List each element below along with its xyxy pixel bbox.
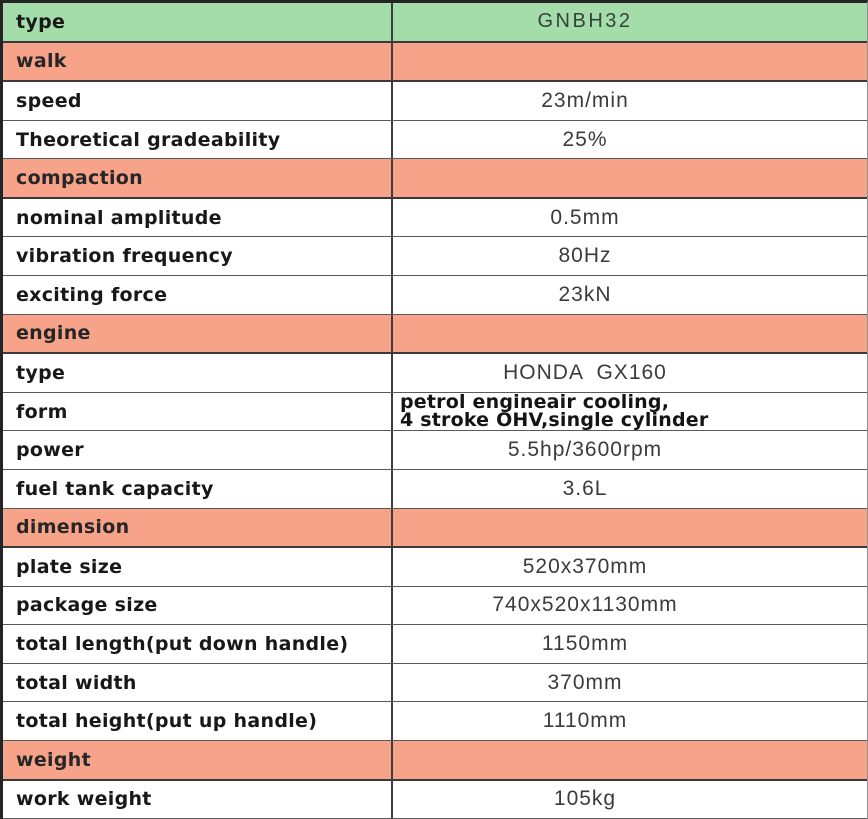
section-value-spacer <box>393 315 867 353</box>
row-label: package size <box>3 586 393 625</box>
table-row: Theoretical gradeability 25% <box>3 120 867 160</box>
table-row: nominal amplitude 0.5mm <box>3 198 867 238</box>
row-label: power <box>3 431 393 469</box>
row-value: petrol engineair cooling, 4 stroke OHV,si… <box>393 393 867 431</box>
row-value-line: petrol engineair cooling, <box>400 391 670 414</box>
row-value: HONDA GX160 <box>503 360 667 384</box>
table-row: speed 23m/min <box>3 82 867 121</box>
table-row: total length(put down handle) 1150mm <box>3 625 867 664</box>
section-title: compaction <box>3 159 393 197</box>
table-row: fuel tank capacity 3.6L <box>3 469 867 509</box>
row-value: 80Hz <box>558 244 612 268</box>
section-value-spacer <box>393 159 867 197</box>
row-label: type <box>3 354 393 392</box>
row-label: work weight <box>3 780 393 819</box>
header-value: GNBH32 <box>537 10 633 33</box>
row-value: 23m/min <box>541 88 629 112</box>
section-title: engine <box>3 314 393 353</box>
table-row: package size 740x520x1130mm <box>3 586 867 626</box>
table-row: total width 370mm <box>3 663 867 703</box>
section-value-spacer <box>393 509 867 547</box>
row-value: 370mm <box>547 670 623 694</box>
table-row: vibration frequency 80Hz <box>3 237 867 277</box>
row-label: exciting force <box>3 276 393 314</box>
row-value: 3.6L <box>562 476 608 500</box>
row-value: 0.5mm <box>550 205 620 229</box>
table-row: power 5.5hp/3600rpm <box>3 431 867 470</box>
table-row: type HONDA GX160 <box>3 354 867 393</box>
table-row: work weight 105kg <box>3 780 867 819</box>
row-value: 23kN <box>558 282 612 306</box>
table-row: form petrol engineair cooling, 4 stroke OH… <box>3 392 867 432</box>
row-value: 5.5hp/3600rpm <box>507 438 663 462</box>
section-value-spacer <box>393 43 867 81</box>
row-value: 25% <box>562 127 608 151</box>
row-label: Theoretical gradeability <box>3 120 393 159</box>
table-row: exciting force 23kN <box>3 276 867 315</box>
row-label: fuel tank capacity <box>3 469 393 508</box>
section-title: dimension <box>3 508 393 547</box>
table-header-row: type GNBH32 <box>3 3 867 43</box>
row-value: 740x520x1130mm <box>492 593 678 617</box>
row-label: vibration frequency <box>3 237 393 276</box>
table-row: plate size 520x370mm <box>3 548 867 587</box>
row-label: total width <box>3 663 393 702</box>
row-value-line: 4 stroke OHV,single cylinder <box>400 408 709 431</box>
section-value-spacer <box>393 741 867 779</box>
section-header-row: weight <box>3 740 867 781</box>
row-label: total length(put down handle) <box>3 625 393 663</box>
table-row: total height(put up handle) 1110mm <box>3 702 867 741</box>
row-label: nominal amplitude <box>3 198 393 237</box>
row-label: total height(put up handle) <box>3 702 393 740</box>
row-label: form <box>3 392 393 431</box>
header-label: type <box>3 3 393 41</box>
section-header-row: compaction <box>3 159 867 199</box>
section-header-row: dimension <box>3 508 867 549</box>
row-label: speed <box>3 82 393 120</box>
section-title: walk <box>3 42 393 81</box>
row-value: 1110mm <box>542 709 628 733</box>
row-label: plate size <box>3 548 393 586</box>
section-header-row: engine <box>3 314 867 355</box>
section-title: weight <box>3 740 393 779</box>
row-value: 520x370mm <box>522 554 648 578</box>
section-header-row: walk <box>3 42 867 83</box>
row-value: 105kg <box>553 787 617 811</box>
row-value: 1150mm <box>541 632 629 656</box>
